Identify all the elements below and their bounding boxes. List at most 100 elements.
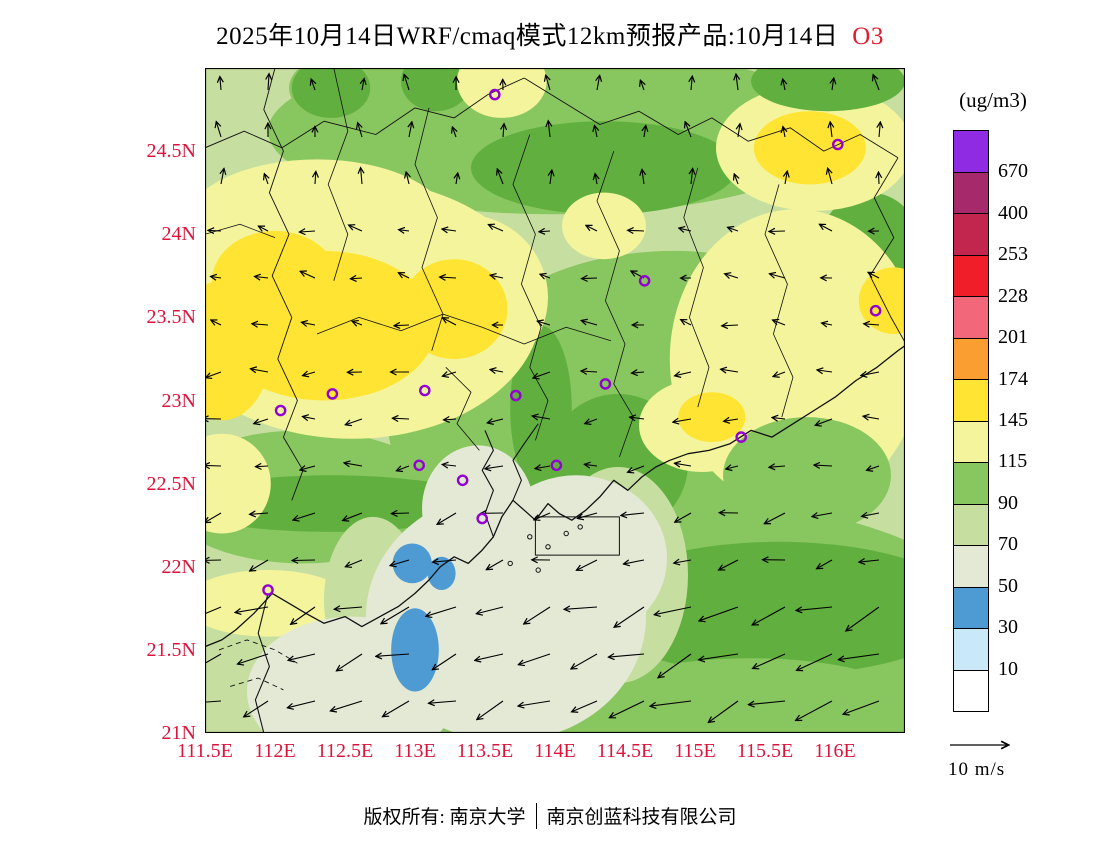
wind-arrow: [797, 607, 833, 610]
county-line: [482, 326, 612, 345]
map-frame: [205, 68, 905, 733]
colorbar-tick-label: 670: [998, 160, 1028, 183]
wind-arrow: [209, 230, 222, 231]
wind-arrow: [349, 225, 363, 232]
wind-arrow: [582, 321, 598, 326]
colorbar-tick-label: 145: [998, 409, 1028, 431]
colorbar-tick-label: 228: [998, 284, 1028, 307]
colorbar-cell: [954, 670, 988, 711]
wind-arrow: [361, 168, 362, 185]
maritime-dashed: [218, 639, 298, 664]
wind-arrow: [335, 607, 363, 609]
wind-arrow: [749, 700, 786, 705]
forecast-map: [205, 68, 905, 733]
wind-arrow: [828, 169, 832, 185]
wind-arrow: [773, 418, 786, 419]
wind-arrow: [641, 81, 645, 91]
wind-arrow: [362, 79, 364, 91]
wind-arrow: [433, 653, 457, 670]
wind-arrow: [681, 320, 692, 326]
wind-arrow: [216, 122, 222, 138]
wind-arrow: [211, 277, 222, 279]
wind-arrow: [497, 169, 504, 185]
wind-arrow: [268, 74, 269, 91]
lon-tick-label: 112.5E: [316, 740, 374, 762]
wind-arrow: [632, 372, 645, 373]
border-jiangxi: [523, 77, 899, 159]
wind-arrow: [444, 419, 457, 420]
wind-arrow: [864, 416, 880, 419]
wind-arrow: [673, 419, 692, 422]
station-marker: [274, 404, 287, 417]
colorbar-tick-label: 90: [998, 491, 1018, 514]
wind-arrow: [582, 278, 598, 279]
wind-arrow: [571, 653, 598, 669]
wind-arrow: [399, 230, 410, 231]
wind-arrow: [303, 372, 316, 376]
station-marker: [638, 274, 651, 287]
wind-arrow: [397, 466, 410, 471]
wind-arrow: [288, 700, 316, 708]
wind-arrow: [550, 171, 552, 185]
wind-legend: 10 m/s: [948, 736, 1048, 781]
wind-arrow: [864, 324, 880, 325]
wind-arrow: [879, 122, 880, 138]
border-west: [263, 68, 304, 501]
wind-arrow: [655, 606, 692, 615]
border-fujian: [869, 157, 905, 343]
wind-arrow: [861, 372, 880, 375]
wind-arrow: [621, 513, 645, 515]
wind-arrow: [302, 322, 316, 325]
wind-arrow: [406, 172, 409, 185]
wind-arrow: [658, 653, 692, 677]
wind-arrow: [736, 75, 738, 91]
colorbar-tick-label: 174: [998, 367, 1028, 390]
wind-arrow: [674, 560, 692, 563]
wind-arrow: [220, 77, 221, 91]
wind-arrow: [519, 700, 551, 706]
wind-arrow: [301, 272, 316, 279]
wind-arrow: [783, 127, 785, 138]
title-species: O3: [852, 23, 884, 50]
wind-arrow: [832, 78, 834, 91]
wind-arrow: [699, 653, 739, 660]
lat-tick-label: 22.5N: [146, 472, 196, 495]
lon-tick-label: 115E: [674, 740, 716, 762]
lat-tick-label: 24N: [161, 223, 196, 246]
wind-arrow: [443, 318, 457, 326]
wind-arrow: [539, 231, 551, 232]
island: [535, 567, 541, 573]
wind-arrow: [873, 75, 880, 91]
colorbar-cell: [954, 629, 988, 671]
colorbar-cell: [954, 546, 988, 588]
wind-arrow: [440, 277, 457, 278]
wind-arrow: [578, 512, 598, 518]
wind-arrow: [487, 559, 504, 569]
wind-arrow: [303, 417, 316, 419]
wind-arrow: [691, 77, 692, 91]
footer-divider: [535, 802, 537, 829]
county-line: [327, 68, 349, 281]
lon-axis: 111.5E 112E 112.5E 113E 113.5E 114E 114.5E 115E…: [177, 740, 905, 766]
wind-arrow: [770, 466, 786, 467]
wind-arrow: [830, 122, 832, 138]
colorbar-cell: [954, 463, 988, 505]
wind-arrow: [392, 513, 410, 514]
wind-arrow: [628, 230, 645, 231]
wind-arrow: [221, 169, 224, 185]
colorbar-tick-label: 115: [998, 450, 1028, 473]
wind-arrow: [540, 274, 551, 278]
field-region-30-50: [392, 543, 432, 584]
wind-arrow: [491, 275, 504, 278]
wind-arrow: [265, 174, 269, 185]
wind-arrow: [533, 371, 551, 378]
wind-arrow: [393, 418, 410, 419]
field-region-90-115: [723, 417, 891, 534]
wind-arrow: [381, 606, 410, 624]
county-line: [445, 367, 480, 451]
wind-arrow: [817, 559, 833, 569]
wind-arrow: [255, 277, 269, 279]
colorbar-cell: [954, 172, 988, 214]
wind-arrow: [586, 226, 598, 232]
wind-arrow: [205, 465, 222, 466]
